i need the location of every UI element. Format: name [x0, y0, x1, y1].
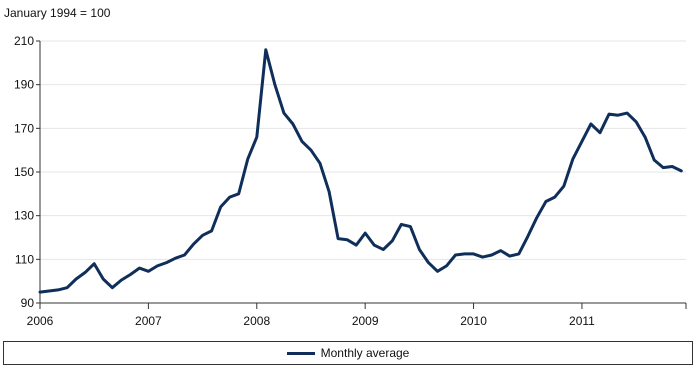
- y-tick-labels: 90 110 130 150 170 190 210: [14, 34, 34, 310]
- y-tick-label-210: 210: [14, 34, 34, 48]
- gridlines: [40, 40, 686, 260]
- y-tick-label-190: 190: [14, 78, 34, 92]
- x-tick-labels: 2006 2007 2008 2009 2010 2011: [27, 314, 596, 328]
- y-axis-label: January 1994 = 100: [4, 6, 111, 20]
- legend-swatch-monthly-average: [286, 351, 315, 355]
- axes: [36, 40, 687, 309]
- x-tick-label-2010: 2010: [460, 314, 487, 328]
- y-tick-label-90: 90: [21, 296, 35, 310]
- x-tick-label-2008: 2008: [243, 314, 270, 328]
- x-tick-label-2011: 2011: [569, 314, 595, 328]
- series-lines: [38, 48, 683, 294]
- line-chart: January 1994 = 100 90110130150170190210 …: [4, 6, 687, 328]
- y-tick-label-110: 110: [15, 252, 34, 266]
- x-tick-label-2007: 2007: [135, 314, 162, 328]
- legend: Monthly average: [3, 341, 693, 365]
- series-line-0: [38, 48, 683, 294]
- x-tick-label-2009: 2009: [352, 314, 379, 328]
- y-tick-label-150: 150: [14, 165, 34, 179]
- legend-label-monthly-average: Monthly average: [320, 346, 410, 360]
- x-tick-label-2006: 2006: [27, 314, 54, 328]
- y-tick-label-170: 170: [14, 121, 34, 135]
- y-tick-label-130: 130: [14, 209, 34, 223]
